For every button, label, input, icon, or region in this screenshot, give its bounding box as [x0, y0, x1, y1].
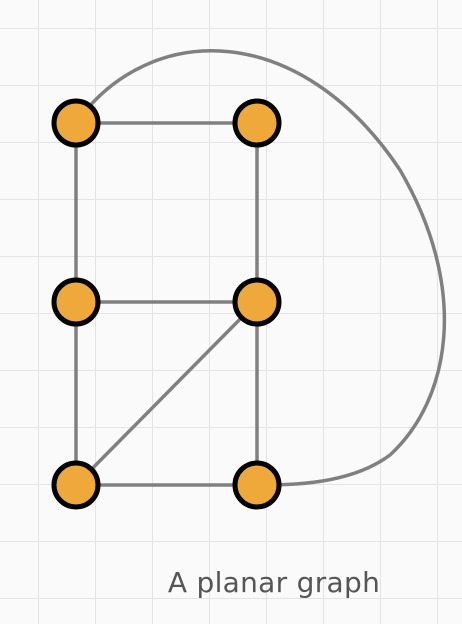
- node-bottom-right: [232, 460, 282, 510]
- node-top-right: [232, 98, 282, 148]
- node-bottom-left: [51, 460, 101, 510]
- edge-top-left-bottom-right: [74, 49, 447, 487]
- node-layer: [51, 98, 282, 510]
- edge-middle-right-bottom-left: [74, 300, 259, 487]
- graph-caption: A planar graph: [167, 566, 381, 599]
- node-middle-left: [51, 277, 101, 327]
- node-top-left: [51, 98, 101, 148]
- edge-layer: [74, 49, 447, 487]
- node-middle-right: [232, 277, 282, 327]
